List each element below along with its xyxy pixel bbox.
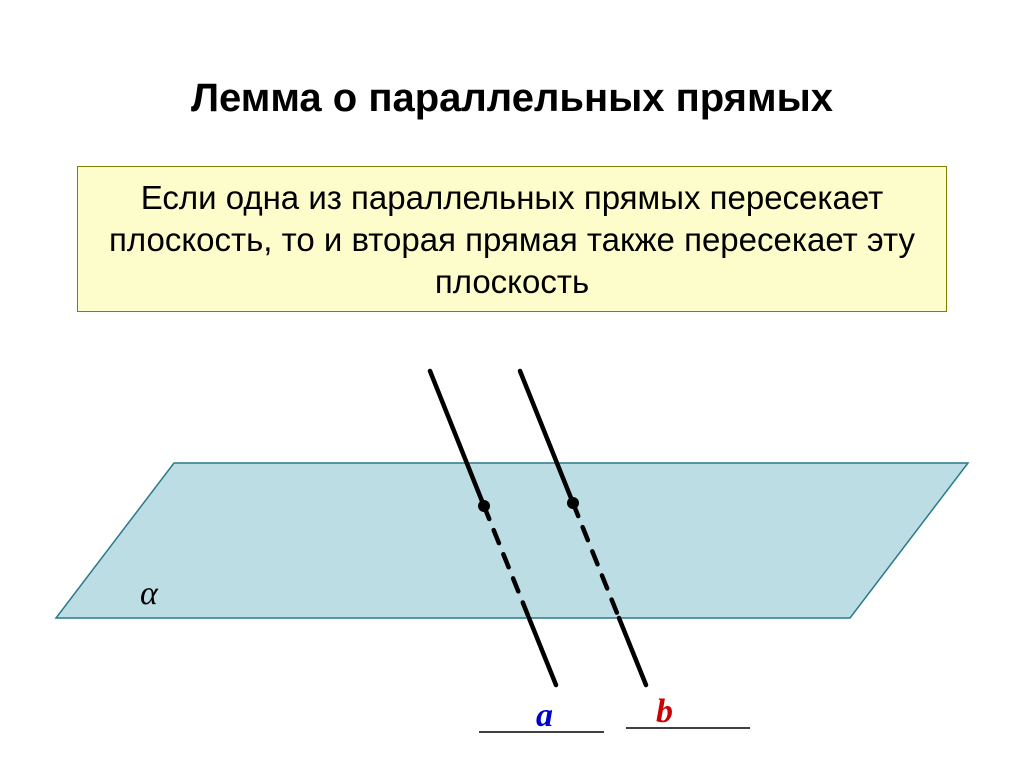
line-a-intersection-point [478,500,490,512]
line-b-intersection-point [567,497,579,509]
line-b-below-plane [619,618,646,685]
line-label-a: a [536,697,553,734]
line-a-below-plane [529,618,556,685]
plane-label-alpha: α [140,575,159,612]
line-label-b: b [656,693,673,730]
slide: Лемма о параллельных прямых Если одна из… [0,0,1024,767]
geometry-diagram: α a b [0,0,1024,767]
plane-alpha [56,463,968,618]
